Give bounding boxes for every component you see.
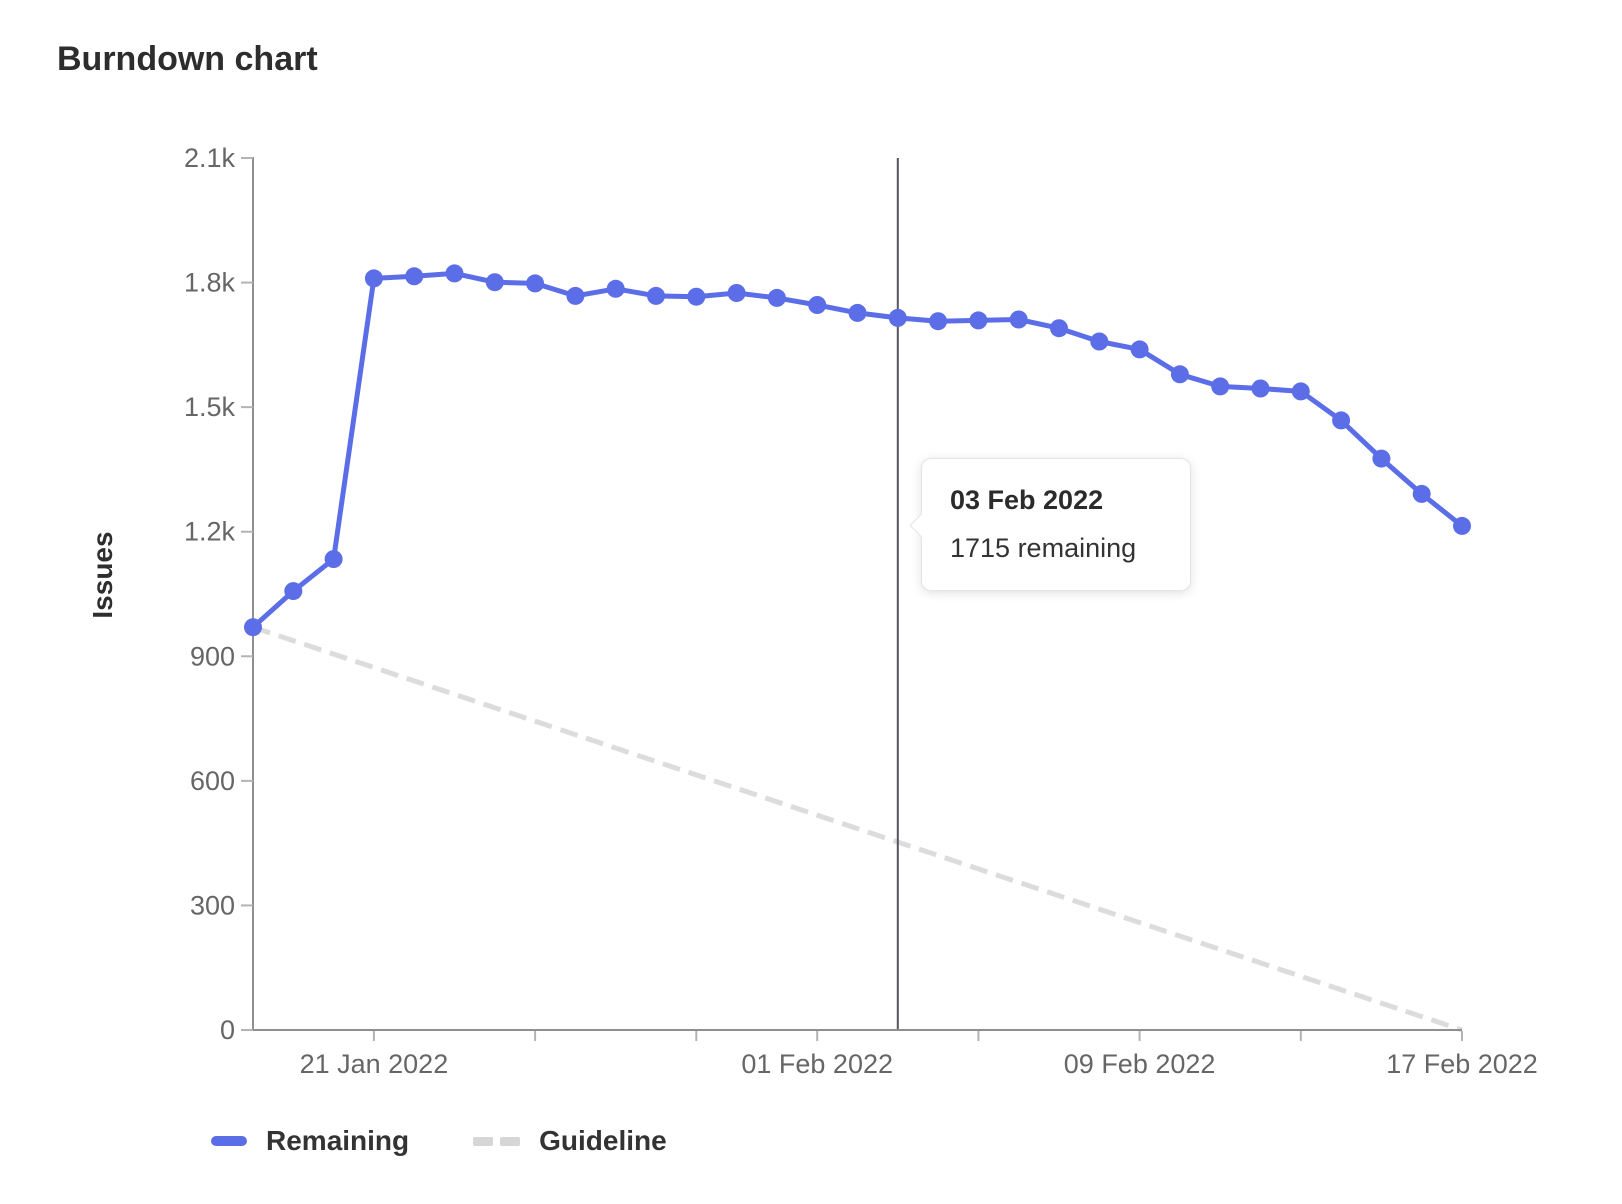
data-point[interactable] (364, 269, 383, 288)
data-point[interactable] (727, 284, 746, 302)
tooltip-remaining-value: 1715 remaining (950, 533, 1137, 563)
data-point[interactable] (808, 296, 827, 314)
data-point[interactable] (566, 286, 585, 305)
data-point[interactable] (1130, 340, 1149, 359)
y-tick-label: 1.8k (184, 268, 236, 298)
y-tick-label: 300 (190, 890, 235, 920)
y-tick-label: 900 (190, 641, 235, 671)
data-point[interactable] (1009, 310, 1028, 329)
data-point[interactable] (244, 618, 262, 637)
remaining-line-swatch-icon (211, 1136, 247, 1146)
guideline-series-line (252, 624, 1463, 1033)
legend-label-guideline: Guideline (539, 1125, 667, 1156)
x-tick-label: 09 Feb 2022 (1064, 1049, 1216, 1079)
data-point[interactable] (526, 274, 545, 293)
y-axis-title: Issues (87, 531, 118, 618)
remaining-series-line (250, 270, 1465, 630)
data-point[interactable] (888, 308, 907, 327)
data-point[interactable] (1251, 379, 1270, 398)
data-point[interactable] (445, 264, 464, 283)
data-point[interactable] (284, 582, 303, 601)
data-point[interactable] (1291, 382, 1310, 401)
data-point[interactable] (767, 288, 786, 307)
y-tick-label: 0 (220, 1015, 235, 1045)
data-point[interactable] (848, 303, 867, 322)
data-point[interactable] (324, 550, 343, 569)
data-point[interactable] (1332, 411, 1351, 430)
data-point[interactable] (485, 273, 504, 292)
data-point[interactable] (1170, 365, 1189, 384)
chart-tooltip: 03 Feb 2022 1715 remaining (909, 458, 1191, 591)
data-point[interactable] (1050, 319, 1068, 338)
data-point[interactable] (405, 267, 424, 286)
guideline-dash-swatch-icon (473, 1136, 521, 1146)
x-tick-label: 21 Jan 2022 (300, 1049, 449, 1079)
y-tick-label: 1.5k (184, 392, 236, 422)
legend-item-remaining[interactable]: Remaining (211, 1125, 409, 1157)
data-point[interactable] (929, 312, 948, 331)
data-point[interactable] (1372, 449, 1391, 468)
data-point[interactable] (1090, 332, 1109, 351)
chart-legend: Remaining Guideline (211, 1125, 667, 1157)
legend-label-remaining: Remaining (266, 1125, 410, 1156)
x-tick-label: 17 Feb 2022 (1386, 1049, 1538, 1079)
data-point[interactable] (647, 286, 665, 305)
data-point[interactable] (1412, 484, 1431, 503)
tooltip-date: 03 Feb 2022 (950, 485, 1104, 515)
x-tick-label: 01 Feb 2022 (741, 1049, 893, 1079)
data-point[interactable] (687, 287, 706, 306)
data-point[interactable] (1211, 377, 1230, 396)
data-point[interactable] (969, 311, 988, 330)
y-tick-label: 2.1k (184, 143, 236, 173)
y-tick-label: 600 (190, 766, 235, 796)
page-title: Burndown chart (57, 40, 318, 78)
y-tick-label: 1.2k (184, 517, 236, 547)
data-point[interactable] (1453, 516, 1471, 535)
data-point[interactable] (606, 279, 625, 298)
legend-item-guideline[interactable]: Guideline (473, 1125, 667, 1157)
